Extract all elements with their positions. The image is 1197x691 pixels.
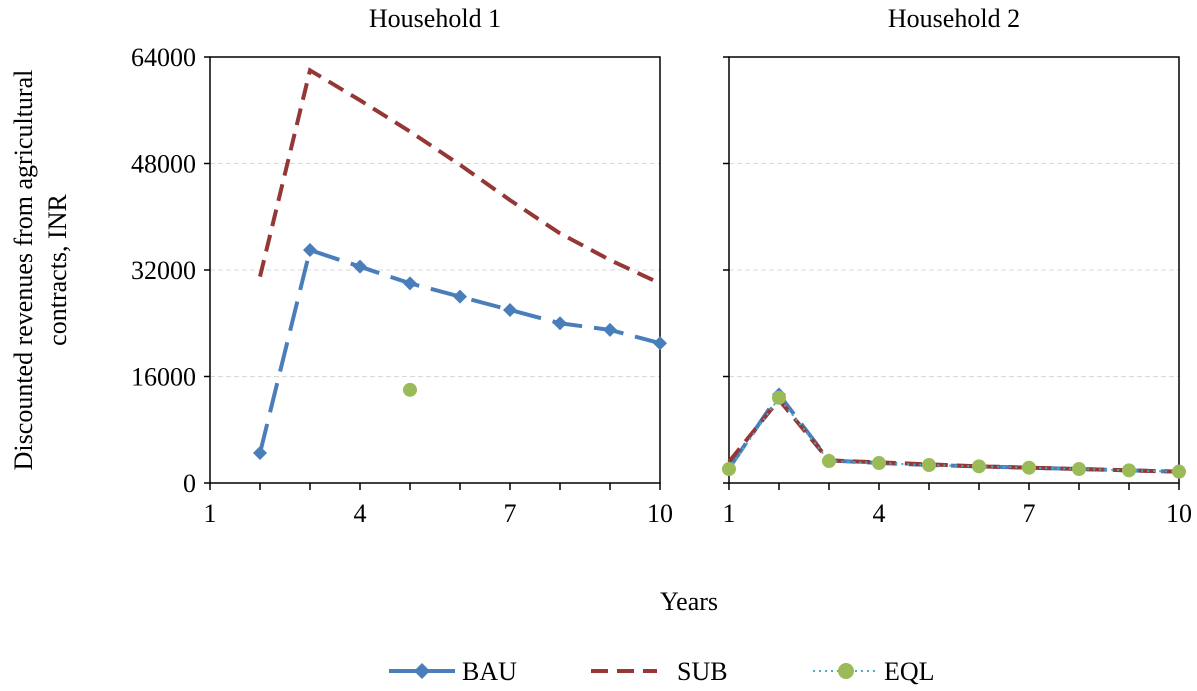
series-bau: [253, 243, 667, 461]
series-line-bau: [258, 247, 661, 454]
legend-label: BAU: [462, 657, 517, 686]
x-axis-title: Years: [660, 587, 718, 616]
x-tick-label: 4: [354, 499, 367, 528]
data-point: [722, 462, 736, 477]
series-sub: [727, 396, 1180, 474]
panel-title: Household 2: [888, 4, 1020, 33]
legend-marker: [414, 663, 430, 679]
series-line-sub: [727, 396, 1180, 474]
data-point: [503, 302, 517, 317]
series-line-eql: [728, 396, 1180, 473]
y-axis-title-line-1: Discounted revenues from agricultural: [9, 70, 38, 471]
data-point: [353, 259, 367, 274]
data-point: [253, 446, 267, 461]
data-point: [453, 289, 467, 304]
series-eql: [403, 382, 417, 397]
data-point: [1172, 464, 1186, 479]
x-tick-label: 10: [1166, 499, 1192, 528]
data-point: [872, 456, 886, 471]
data-point: [603, 322, 617, 337]
data-point: [922, 458, 936, 473]
legend-item-bau: BAU: [389, 657, 517, 686]
x-tick-label: 4: [873, 499, 886, 528]
legend-label: SUB: [677, 657, 728, 686]
panel-1: 0 16000 32000 48000 64000 1 4 7 10 Household 1: [131, 4, 673, 528]
x-tick-label: 1: [204, 499, 217, 528]
series-line-sub: [258, 67, 661, 286]
x-tick-label: 7: [1023, 499, 1036, 528]
series-sub: [258, 67, 661, 286]
data-point: [303, 243, 317, 258]
y-tick-label: 16000: [131, 363, 196, 392]
y-axis-title-line-2: contracts, INR: [43, 194, 72, 346]
series-eql: [722, 390, 1186, 479]
y-tick-label: 48000: [131, 150, 196, 179]
data-point: [403, 382, 417, 397]
legend-marker: [838, 663, 854, 679]
panel-title: Household 1: [369, 4, 501, 33]
legend-label: EQL: [884, 657, 935, 686]
legend-item-sub: SUB: [591, 657, 728, 686]
y-tick-label: 64000: [131, 43, 196, 72]
data-point: [822, 454, 836, 469]
data-point: [553, 316, 567, 331]
data-point: [1022, 460, 1036, 475]
data-point: [403, 276, 417, 291]
series-line-bau: [727, 391, 1180, 474]
data-point: [972, 459, 986, 474]
data-point: [1122, 463, 1136, 478]
y-tick-label: 32000: [131, 256, 196, 285]
data-point: [653, 336, 667, 351]
data-point: [772, 390, 786, 405]
x-tick-label: 1: [723, 499, 736, 528]
y-tick-label: 0: [183, 469, 196, 498]
data-point: [1072, 462, 1086, 477]
x-tick-label: 10: [647, 499, 673, 528]
legend-item-eql: EQL: [813, 657, 935, 686]
legend: BAU SUB EQL: [389, 657, 935, 686]
panel-2: 1 4 7 10 Household 2: [722, 4, 1192, 528]
x-tick-label: 7: [504, 499, 517, 528]
series-bau: [722, 387, 1186, 479]
